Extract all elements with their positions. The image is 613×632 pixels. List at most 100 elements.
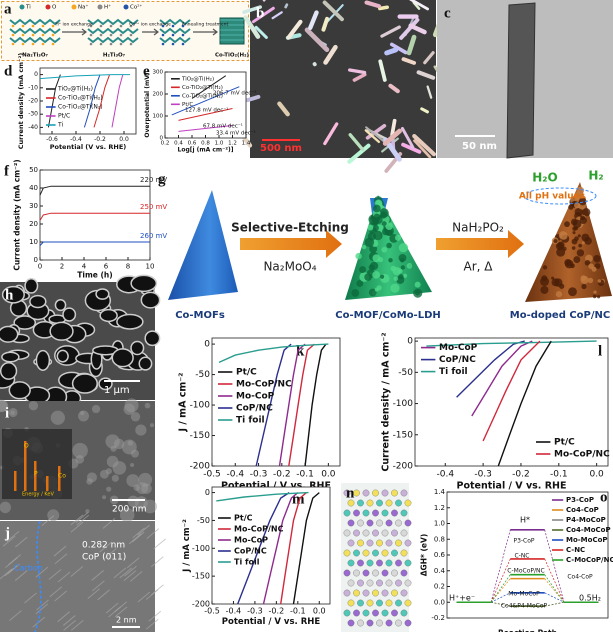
x-tick-label: 0.0 bbox=[119, 136, 129, 143]
atom bbox=[404, 579, 412, 587]
texture bbox=[14, 536, 28, 548]
y-tick-label: 1.0 bbox=[434, 520, 445, 528]
texture bbox=[559, 232, 568, 240]
x-tick-label: -0.5 bbox=[203, 470, 221, 480]
atom bbox=[381, 549, 389, 557]
panel-label: j bbox=[4, 525, 10, 541]
texture bbox=[399, 17, 420, 40]
structure bbox=[9, 36, 61, 44]
atom bbox=[391, 609, 398, 617]
annotation: 220 mV bbox=[140, 176, 167, 184]
texture bbox=[105, 468, 112, 475]
texture bbox=[555, 291, 563, 298]
y-tick-label: 10 bbox=[29, 238, 38, 246]
texture bbox=[110, 445, 117, 452]
texture bbox=[28, 400, 39, 411]
y-tick-label: 0.0 bbox=[434, 598, 445, 606]
atom bbox=[362, 489, 370, 497]
texture bbox=[368, 288, 377, 297]
atom bbox=[372, 489, 379, 497]
x-tick-label: -0.1 bbox=[296, 470, 314, 480]
texture bbox=[393, 276, 399, 282]
material-label: Na₂Ti₃O₇ bbox=[22, 53, 48, 59]
annotation: Mo-MoCoP bbox=[508, 591, 540, 598]
texture bbox=[423, 51, 435, 65]
texture bbox=[593, 254, 601, 263]
texture bbox=[13, 315, 37, 330]
texture bbox=[304, 27, 330, 53]
y-tick-label: 300 bbox=[153, 70, 164, 76]
texture bbox=[401, 57, 417, 65]
x-tick-label: -0.2 bbox=[273, 470, 291, 480]
annotation: 250 mV bbox=[140, 203, 167, 211]
step-label: Ar, Δ bbox=[464, 260, 494, 274]
texture bbox=[87, 588, 101, 600]
data-line bbox=[426, 340, 597, 347]
texture bbox=[128, 533, 142, 545]
legend-label: Mo-CoP bbox=[234, 536, 268, 545]
y-axis-label: ΔGH* (eV) bbox=[420, 534, 429, 577]
texture bbox=[398, 274, 404, 280]
x-tick-label: -0.2 bbox=[269, 607, 285, 616]
data-line bbox=[288, 343, 315, 467]
atom bbox=[343, 489, 351, 497]
atom bbox=[353, 589, 360, 597]
texture bbox=[384, 47, 399, 56]
texture bbox=[323, 44, 338, 65]
ion bbox=[129, 42, 133, 46]
y-tick-label: -200 bbox=[190, 462, 211, 472]
texture bbox=[35, 566, 49, 578]
image-text: 0.282 nm bbox=[82, 541, 125, 551]
texture bbox=[48, 569, 62, 580]
connector bbox=[490, 578, 511, 603]
texture bbox=[564, 221, 570, 228]
texture bbox=[9, 610, 22, 622]
data-line bbox=[39, 241, 150, 246]
texture bbox=[409, 0, 430, 11]
texture bbox=[559, 283, 565, 289]
atom bbox=[372, 509, 379, 517]
atom bbox=[381, 529, 389, 537]
legend-label: Mo-CoP bbox=[439, 343, 478, 353]
texture bbox=[76, 514, 90, 526]
y-tick-label: -150 bbox=[192, 572, 210, 581]
texture bbox=[63, 615, 76, 626]
y-tick-label: 1.4 bbox=[434, 488, 446, 496]
atom bbox=[362, 569, 370, 577]
material-label: Co-MOFs bbox=[175, 310, 225, 321]
atom bbox=[357, 539, 364, 547]
legend-label: Pt/C bbox=[554, 438, 575, 448]
atom bbox=[400, 489, 408, 497]
texture bbox=[426, 85, 433, 99]
data-line bbox=[191, 75, 227, 99]
texture bbox=[386, 242, 392, 249]
texture bbox=[390, 283, 400, 293]
x-tick-label: 0.6 bbox=[188, 140, 197, 146]
pyramid bbox=[525, 182, 612, 302]
texture bbox=[106, 486, 112, 492]
texture bbox=[243, 15, 261, 39]
x-tick-label: -0.4 bbox=[226, 607, 242, 616]
texture bbox=[372, 271, 380, 279]
ion bbox=[119, 42, 123, 46]
texture bbox=[347, 143, 371, 164]
panel-label: b bbox=[256, 5, 264, 21]
texture bbox=[556, 247, 566, 257]
y-tick-label: 0 bbox=[205, 488, 210, 497]
texture bbox=[388, 257, 393, 263]
atom bbox=[400, 589, 408, 597]
atom bbox=[353, 529, 360, 537]
texture bbox=[35, 603, 49, 615]
data-line bbox=[482, 340, 541, 442]
atom bbox=[343, 529, 351, 537]
texture bbox=[4, 565, 18, 577]
ion bbox=[89, 33, 93, 37]
structure bbox=[9, 18, 61, 26]
texture bbox=[50, 410, 65, 425]
texture bbox=[415, 290, 421, 296]
data-line bbox=[304, 343, 327, 467]
texture bbox=[574, 202, 581, 209]
texture bbox=[420, 107, 429, 114]
y-tick-label: -10 bbox=[28, 84, 38, 91]
texture bbox=[29, 294, 47, 309]
